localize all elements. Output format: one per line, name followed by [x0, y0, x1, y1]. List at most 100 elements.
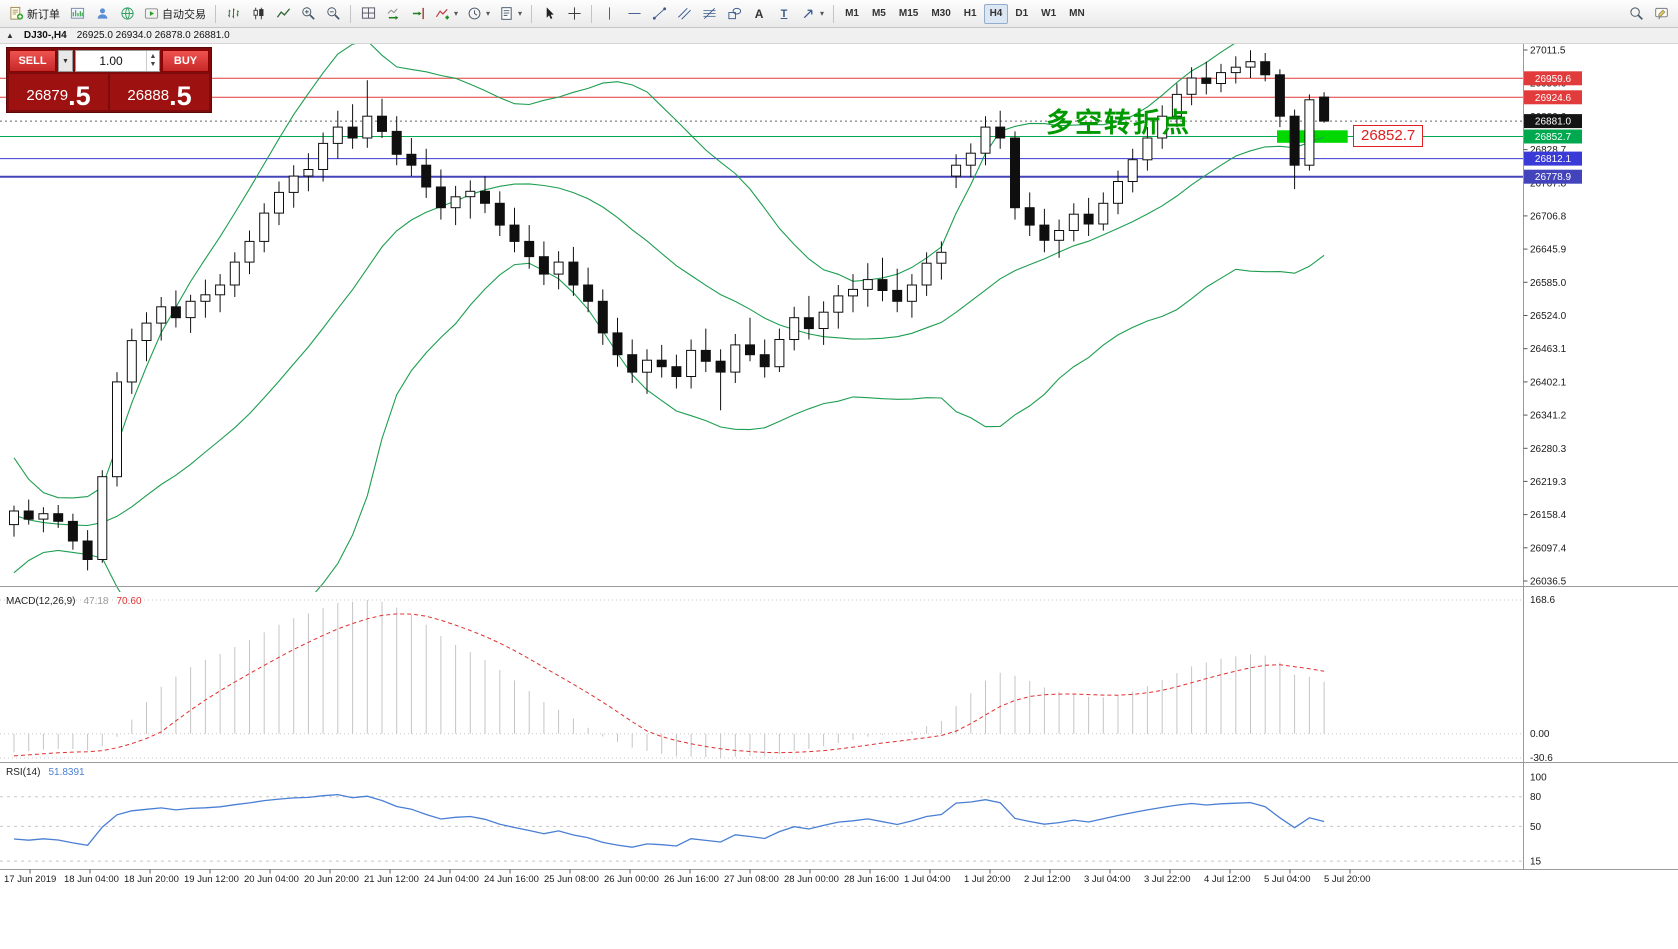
autotrading-label: 自动交易	[162, 8, 206, 21]
price-callout-label[interactable]: 26852.7	[1353, 125, 1424, 147]
autotrading-button[interactable]: 自动交易	[140, 3, 210, 25]
time-axis-label: 1 Jul 04:00	[904, 874, 950, 885]
time-axis-label: 1 Jul 20:00	[964, 874, 1010, 885]
timeframe-m5-button[interactable]: M5	[866, 4, 892, 24]
tile-windows-button[interactable]	[356, 3, 380, 25]
buy-price-int: 26888	[127, 87, 170, 104]
price-axis-label: 26158.4	[1530, 510, 1567, 521]
zoom-in-button[interactable]	[296, 3, 320, 25]
timeframe-m15-button[interactable]: M15	[893, 4, 924, 24]
time-axis-label: 18 Jun 04:00	[64, 874, 119, 885]
volume-dropdown-button[interactable]: ▼	[58, 50, 73, 72]
accounts-button[interactable]	[90, 3, 114, 25]
bollinger-upper-band	[13, 44, 1235, 499]
candle	[9, 510, 19, 526]
trade-panel-controls-row: SELL ▼ 1.00 ▲ ▼ BUY	[9, 50, 209, 72]
timeframe-m1-button[interactable]: M1	[839, 4, 865, 24]
rsi-line	[13, 793, 1325, 848]
text-icon: A	[754, 6, 764, 21]
chart-annotation-text[interactable]: 多空转折点	[1046, 108, 1191, 138]
macd-indicator-label: MACD(12,26,9) 47.18 70.60	[6, 596, 142, 607]
timeframe-h1-button[interactable]: H1	[958, 4, 983, 24]
price-axis-label: 26706.8	[1530, 211, 1567, 222]
buy-button[interactable]: BUY	[162, 50, 209, 72]
zoom-out-button[interactable]	[321, 3, 345, 25]
templates-button[interactable]: ▾	[495, 3, 526, 25]
candle	[921, 262, 932, 286]
autotrading-play-icon	[144, 8, 159, 19]
text-label-tool-button[interactable]: T	[772, 3, 796, 25]
channel-tool-button[interactable]	[672, 3, 696, 25]
auto-scroll-button[interactable]	[381, 3, 405, 25]
rsi-scale-label: 15	[1530, 857, 1542, 868]
fibonacci-tool-button[interactable]	[697, 3, 721, 25]
trendline-tool-button[interactable]	[647, 3, 671, 25]
candle	[1274, 74, 1285, 117]
candle	[789, 317, 800, 341]
auto-scroll-icon	[387, 8, 398, 20]
market-watch-button[interactable]	[65, 3, 89, 25]
clock-icon	[468, 7, 481, 20]
collapse-icon[interactable]: ▲	[6, 31, 14, 40]
timeframe-h4-button[interactable]: H4	[983, 3, 1009, 24]
bar-chart-mode-button[interactable]	[221, 3, 245, 25]
timeframe-d1-button[interactable]: D1	[1009, 4, 1034, 24]
volume-field[interactable]: 1.00 ▲ ▼	[75, 50, 160, 72]
spinner-down-icon[interactable]: ▼	[149, 61, 157, 68]
timeframe-mn-button[interactable]: MN	[1063, 4, 1091, 24]
sell-price-display[interactable]: 26879.5	[9, 74, 108, 110]
candle	[1201, 77, 1212, 84]
macd-scale-label: 0.00	[1530, 729, 1550, 740]
candle	[480, 190, 490, 204]
macd-panel-layer	[0, 599, 1523, 759]
sell-button[interactable]: SELL	[9, 50, 56, 72]
shapes-tool-button[interactable]	[722, 3, 746, 25]
fibonacci-icon	[702, 8, 716, 19]
toolbar-separator	[215, 4, 216, 23]
candle	[1113, 181, 1123, 204]
indicators-button[interactable]: ▾	[431, 3, 462, 25]
candlestick-mode-button[interactable]	[246, 3, 270, 25]
macd-name: MACD(12,26,9)	[6, 596, 76, 607]
line-chart-icon	[276, 8, 290, 18]
candle	[170, 306, 181, 319]
trade-panel-prices-row: 26879.5 26888.5	[9, 74, 209, 110]
volume-spinner[interactable]: ▲ ▼	[146, 51, 159, 71]
tile-windows-icon	[361, 7, 375, 19]
search-button[interactable]	[1624, 3, 1648, 25]
candle	[1186, 77, 1197, 95]
price-label-box-text: 26778.9	[1535, 172, 1572, 183]
chart-shift-button[interactable]	[406, 3, 430, 25]
spinner-up-icon[interactable]: ▲	[149, 53, 157, 61]
community-button[interactable]	[115, 3, 139, 25]
crosshair-tool-button[interactable]	[562, 3, 586, 25]
time-axis-label: 3 Jul 22:00	[1144, 874, 1190, 885]
zoom-in-icon	[301, 7, 315, 20]
cursor-tool-button[interactable]	[537, 3, 561, 25]
indicators-icon	[435, 8, 450, 20]
buy-price-display[interactable]: 26888.5	[110, 74, 209, 110]
feedback-button[interactable]	[1649, 3, 1673, 25]
text-tool-button[interactable]: A	[747, 3, 771, 25]
price-axis-label: 26280.3	[1530, 444, 1567, 455]
candle	[906, 284, 917, 302]
candle	[1230, 66, 1241, 74]
line-chart-mode-button[interactable]	[271, 3, 295, 25]
candle	[362, 115, 373, 139]
candle	[759, 354, 770, 368]
candle	[995, 126, 1006, 139]
arrows-tool-button[interactable]: ▾	[797, 3, 828, 25]
horizontal-line-tool-button[interactable]	[622, 3, 646, 25]
candle	[1260, 61, 1271, 76]
new-order-button[interactable]: 新订单	[5, 3, 64, 25]
timeframe-w1-button[interactable]: W1	[1035, 4, 1062, 24]
crosshair-icon	[567, 7, 581, 20]
timeframe-m30-button[interactable]: M30	[925, 4, 956, 24]
vertical-line-tool-button[interactable]	[597, 3, 621, 25]
macd-scale-label: -30.6	[1530, 753, 1553, 764]
candle	[288, 175, 299, 193]
sell-price-frac: .5	[68, 80, 91, 111]
periods-button[interactable]: ▾	[463, 3, 494, 25]
volume-value[interactable]: 1.00	[99, 54, 123, 68]
